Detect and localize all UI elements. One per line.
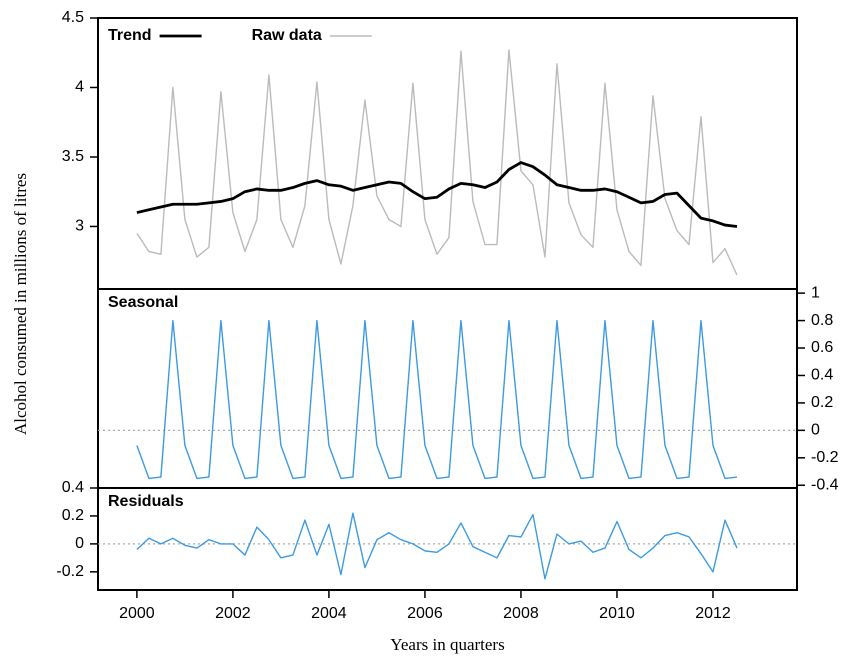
y-tick-label: 0.4 xyxy=(811,367,833,384)
x-tick-label: 2000 xyxy=(119,605,155,622)
y-axis-label: Alcohol consumed in millions of litres xyxy=(11,173,30,435)
series-line xyxy=(136,49,738,276)
x-tick-label: 2006 xyxy=(407,605,443,622)
panel-frame xyxy=(97,288,798,489)
y-tick-label: 1 xyxy=(811,284,820,301)
y-tick-label: 0.2 xyxy=(62,507,84,524)
panel-frame xyxy=(97,17,798,290)
y-tick-label: 0.8 xyxy=(811,312,833,329)
y-tick-label: -0.2 xyxy=(56,563,84,580)
x-tick-label: 2012 xyxy=(695,605,731,622)
y-tick-label: -0.2 xyxy=(811,449,839,466)
panel-title: Seasonal xyxy=(108,294,178,311)
x-tick-label: 2010 xyxy=(599,605,635,622)
y-tick-label: 0 xyxy=(811,422,820,439)
series-line xyxy=(136,319,738,480)
x-tick-label: 2008 xyxy=(503,605,539,622)
series-line xyxy=(136,161,738,228)
y-tick-label: 0.6 xyxy=(811,339,833,356)
panel-frame xyxy=(97,487,798,591)
series-line xyxy=(136,512,738,580)
y-tick-label: 0.4 xyxy=(62,479,84,496)
y-tick-label: 4 xyxy=(75,79,84,96)
legend-label: Raw data xyxy=(252,27,322,44)
y-tick-label: -0.4 xyxy=(811,476,839,493)
y-tick-label: 3 xyxy=(75,218,84,235)
legend-label: Trend xyxy=(108,27,152,44)
y-tick-label: 0.2 xyxy=(811,394,833,411)
x-tick-label: 2002 xyxy=(215,605,251,622)
y-tick-label: 0 xyxy=(75,535,84,552)
x-tick-label: 2004 xyxy=(311,605,347,622)
panel-title: Residuals xyxy=(108,493,184,510)
y-tick-label: 4.5 xyxy=(62,9,84,26)
x-axis-label: Years in quarters xyxy=(390,635,504,654)
y-tick-label: 3.5 xyxy=(62,148,84,165)
